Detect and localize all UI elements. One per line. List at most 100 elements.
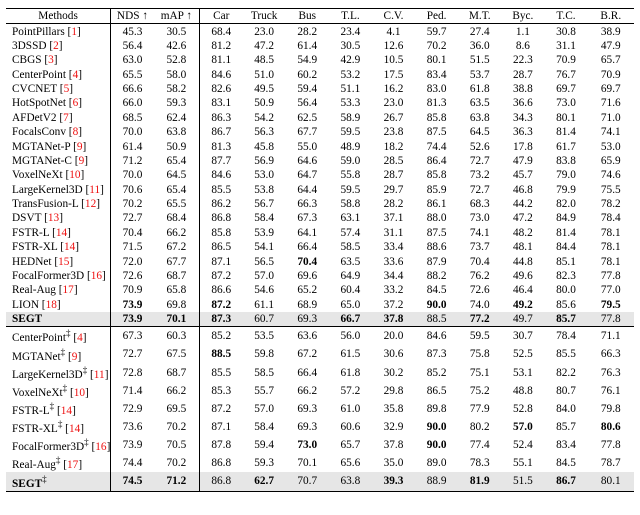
value-cell: 56.9 bbox=[243, 154, 286, 168]
value-cell: 70.6 bbox=[111, 183, 154, 197]
value-cell: 56.3 bbox=[243, 125, 286, 139]
value-cell: 66.7 bbox=[329, 312, 372, 327]
table-row: SEGT‡74.571.286.862.770.763.839.388.981.… bbox=[6, 472, 634, 491]
value-cell: 53.0 bbox=[243, 168, 286, 182]
value-cell: 56.5 bbox=[243, 254, 286, 268]
value-cell: 86.6 bbox=[199, 283, 242, 297]
value-cell: 57.0 bbox=[243, 400, 286, 418]
value-cell: 81.3 bbox=[415, 96, 458, 110]
value-cell: 74.5 bbox=[111, 472, 154, 491]
method-cell: VoxelNeXt [10] bbox=[6, 168, 111, 182]
value-cell: 47.2 bbox=[243, 39, 286, 53]
value-cell: 73.7 bbox=[458, 240, 501, 254]
value-cell: 61.5 bbox=[329, 345, 372, 363]
value-cell: 88.0 bbox=[415, 211, 458, 225]
table-row: HotSpotNet [6]66.059.383.150.956.453.323… bbox=[6, 96, 634, 110]
method-cell: FSTR-XL‡ [14] bbox=[6, 418, 111, 436]
value-cell: 51.5 bbox=[501, 472, 544, 491]
value-cell: 83.4 bbox=[544, 436, 587, 454]
value-cell: 46.4 bbox=[501, 283, 544, 297]
value-cell: 62.7 bbox=[243, 472, 286, 491]
value-cell: 60.3 bbox=[154, 327, 200, 346]
table-row: 3DSSD [2]56.442.681.247.261.430.512.670.… bbox=[6, 39, 634, 53]
table-row: SEGT73.970.187.360.769.366.737.888.577.2… bbox=[6, 312, 634, 327]
table-row: FocalsConv [8]70.063.886.756.367.759.523… bbox=[6, 125, 634, 139]
value-cell: 59.5 bbox=[458, 327, 501, 346]
value-cell: 67.7 bbox=[154, 254, 200, 268]
reference-link: 11 bbox=[89, 184, 100, 196]
value-cell: 42.9 bbox=[329, 53, 372, 67]
value-cell: 88.5 bbox=[415, 312, 458, 327]
value-cell: 49.2 bbox=[501, 298, 544, 312]
reference-link: 13 bbox=[48, 212, 59, 224]
value-cell: 77.8 bbox=[588, 436, 634, 454]
reference-link: 14 bbox=[64, 241, 75, 253]
value-cell: 88.2 bbox=[415, 269, 458, 283]
value-cell: 85.3 bbox=[199, 382, 242, 400]
reference-link: 15 bbox=[58, 256, 69, 268]
value-cell: 47.2 bbox=[501, 211, 544, 225]
value-cell: 69.6 bbox=[286, 269, 329, 283]
value-cell: 80.1 bbox=[588, 472, 634, 491]
value-cell: 72.0 bbox=[111, 254, 154, 268]
value-cell: 66.3 bbox=[286, 197, 329, 211]
method-cell: HotSpotNet [6] bbox=[6, 96, 111, 110]
value-cell: 86.1 bbox=[415, 197, 458, 211]
method-cell: FSTR-L‡ [14] bbox=[6, 400, 111, 418]
value-cell: 53.0 bbox=[588, 139, 634, 153]
value-cell: 8.6 bbox=[501, 39, 544, 53]
value-cell: 39.3 bbox=[372, 472, 415, 491]
value-cell: 67.3 bbox=[111, 327, 154, 346]
table-row: Real-Aug‡ [17]74.470.286.859.370.165.635… bbox=[6, 454, 634, 472]
value-cell: 48.9 bbox=[329, 139, 372, 153]
value-cell: 63.5 bbox=[458, 96, 501, 110]
value-cell: 61.0 bbox=[329, 400, 372, 418]
value-cell: 65.8 bbox=[154, 283, 200, 297]
value-cell: 55.0 bbox=[286, 139, 329, 153]
value-cell: 84.6 bbox=[415, 327, 458, 346]
value-cell: 78.4 bbox=[588, 211, 634, 225]
value-cell: 65.7 bbox=[588, 53, 634, 67]
reference-link: 4 bbox=[77, 332, 83, 344]
col-header: Methods bbox=[6, 9, 111, 24]
value-cell: 86.8 bbox=[199, 211, 242, 225]
value-cell: 88.9 bbox=[415, 472, 458, 491]
value-cell: 70.0 bbox=[111, 125, 154, 139]
value-cell: 79.0 bbox=[544, 168, 587, 182]
value-cell: 64.7 bbox=[286, 168, 329, 182]
value-cell: 85.1 bbox=[544, 254, 587, 268]
method-cell: LION [18] bbox=[6, 298, 111, 312]
method-cell: MGTANet-C [9] bbox=[6, 154, 111, 168]
method-cell: DSVT [13] bbox=[6, 211, 111, 225]
value-cell: 67.3 bbox=[286, 211, 329, 225]
value-cell: 50.9 bbox=[243, 96, 286, 110]
value-cell: 65.5 bbox=[111, 68, 154, 82]
value-cell: 89.8 bbox=[415, 400, 458, 418]
value-cell: 69.3 bbox=[286, 312, 329, 327]
value-cell: 69.8 bbox=[154, 298, 200, 312]
value-cell: 70.5 bbox=[154, 436, 200, 454]
value-cell: 76.7 bbox=[544, 68, 587, 82]
value-cell: 57.2 bbox=[329, 382, 372, 400]
results-table: MethodsNDS ↑mAP ↑CarTruckBusT.L.C.V.Ped.… bbox=[6, 8, 634, 492]
value-cell: 37.8 bbox=[372, 312, 415, 327]
method-cell: CenterPoint [4] bbox=[6, 68, 111, 82]
value-cell: 85.7 bbox=[544, 418, 587, 436]
value-cell: 69.7 bbox=[588, 82, 634, 96]
value-cell: 23.8 bbox=[372, 125, 415, 139]
value-cell: 58.2 bbox=[154, 82, 200, 96]
table-row: Real-Aug [17]70.965.886.654.665.260.433.… bbox=[6, 283, 634, 297]
value-cell: 63.5 bbox=[329, 254, 372, 268]
value-cell: 68.7 bbox=[154, 364, 200, 382]
value-cell: 70.2 bbox=[154, 454, 200, 472]
value-cell: 66.3 bbox=[588, 345, 634, 363]
value-cell: 54.9 bbox=[286, 53, 329, 67]
value-cell: 69.3 bbox=[286, 400, 329, 418]
reference-link: 9 bbox=[77, 141, 83, 153]
value-cell: 56.4 bbox=[286, 96, 329, 110]
value-cell: 57.4 bbox=[329, 226, 372, 240]
value-cell: 59.8 bbox=[243, 345, 286, 363]
value-cell: 35.8 bbox=[372, 400, 415, 418]
value-cell: 28.5 bbox=[372, 154, 415, 168]
value-cell: 45.7 bbox=[501, 168, 544, 182]
